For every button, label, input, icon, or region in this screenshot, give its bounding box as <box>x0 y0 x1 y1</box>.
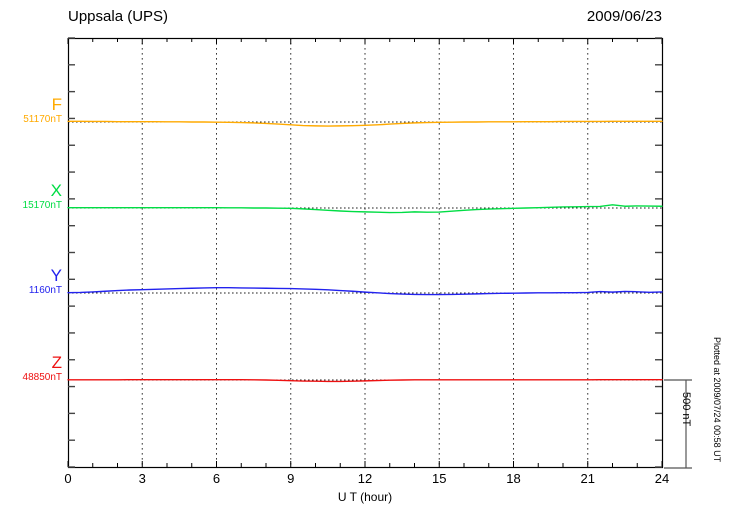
component-symbol-F: F <box>51 95 62 114</box>
scale-bar-label: 500 nT <box>680 392 692 427</box>
trace-baselines <box>68 121 662 381</box>
trace-X <box>67 204 663 214</box>
x-tick-label-24: 24 <box>654 471 670 486</box>
component-symbol-Z: Z <box>51 353 62 372</box>
component-baseline-X: 15170nT <box>22 200 62 211</box>
observation-date: 2009/06/23 <box>586 8 662 25</box>
component-baseline-Y: 1160nT <box>28 285 62 296</box>
x-tick-label-6: 6 <box>212 471 221 486</box>
component-label-F: F 51170nT <box>0 96 62 126</box>
grid-lines <box>141 38 589 467</box>
axis-ticks <box>67 37 663 468</box>
component-symbol-Y: Y <box>50 266 62 285</box>
x-tick-label-15: 15 <box>432 471 447 486</box>
page-title: Uppsala (UPS) <box>68 8 169 25</box>
component-label-Z: Z 48850nT <box>0 354 62 384</box>
x-axis-tick-labels: 0 3 6 9 12 15 18 21 24 <box>0 471 730 487</box>
x-tick-label-21: 21 <box>580 471 595 486</box>
x-tick-label-18: 18 <box>506 471 521 486</box>
x-tick-label-3: 3 <box>138 471 146 486</box>
component-label-X: X 15170nT <box>0 182 62 212</box>
x-axis-label: U T (hour) <box>337 490 393 504</box>
trace-F <box>67 120 663 127</box>
component-baseline-F: 51170nT <box>23 114 62 125</box>
trace-Y <box>67 287 663 296</box>
component-baseline-Z: 48850nT <box>22 372 62 383</box>
plotted-timestamp: Plotted at 2009/07/24 00:58 UT <box>712 337 722 463</box>
x-tick-label-9: 9 <box>287 471 295 486</box>
x-tick-label-12: 12 <box>357 471 373 486</box>
x-tick-label-0: 0 <box>64 471 72 486</box>
component-label-Y: Y 1160nT <box>0 267 62 297</box>
trace-Z <box>67 378 663 383</box>
scale-bar <box>664 379 692 469</box>
component-symbol-X: X <box>50 181 62 200</box>
data-traces <box>67 120 663 383</box>
